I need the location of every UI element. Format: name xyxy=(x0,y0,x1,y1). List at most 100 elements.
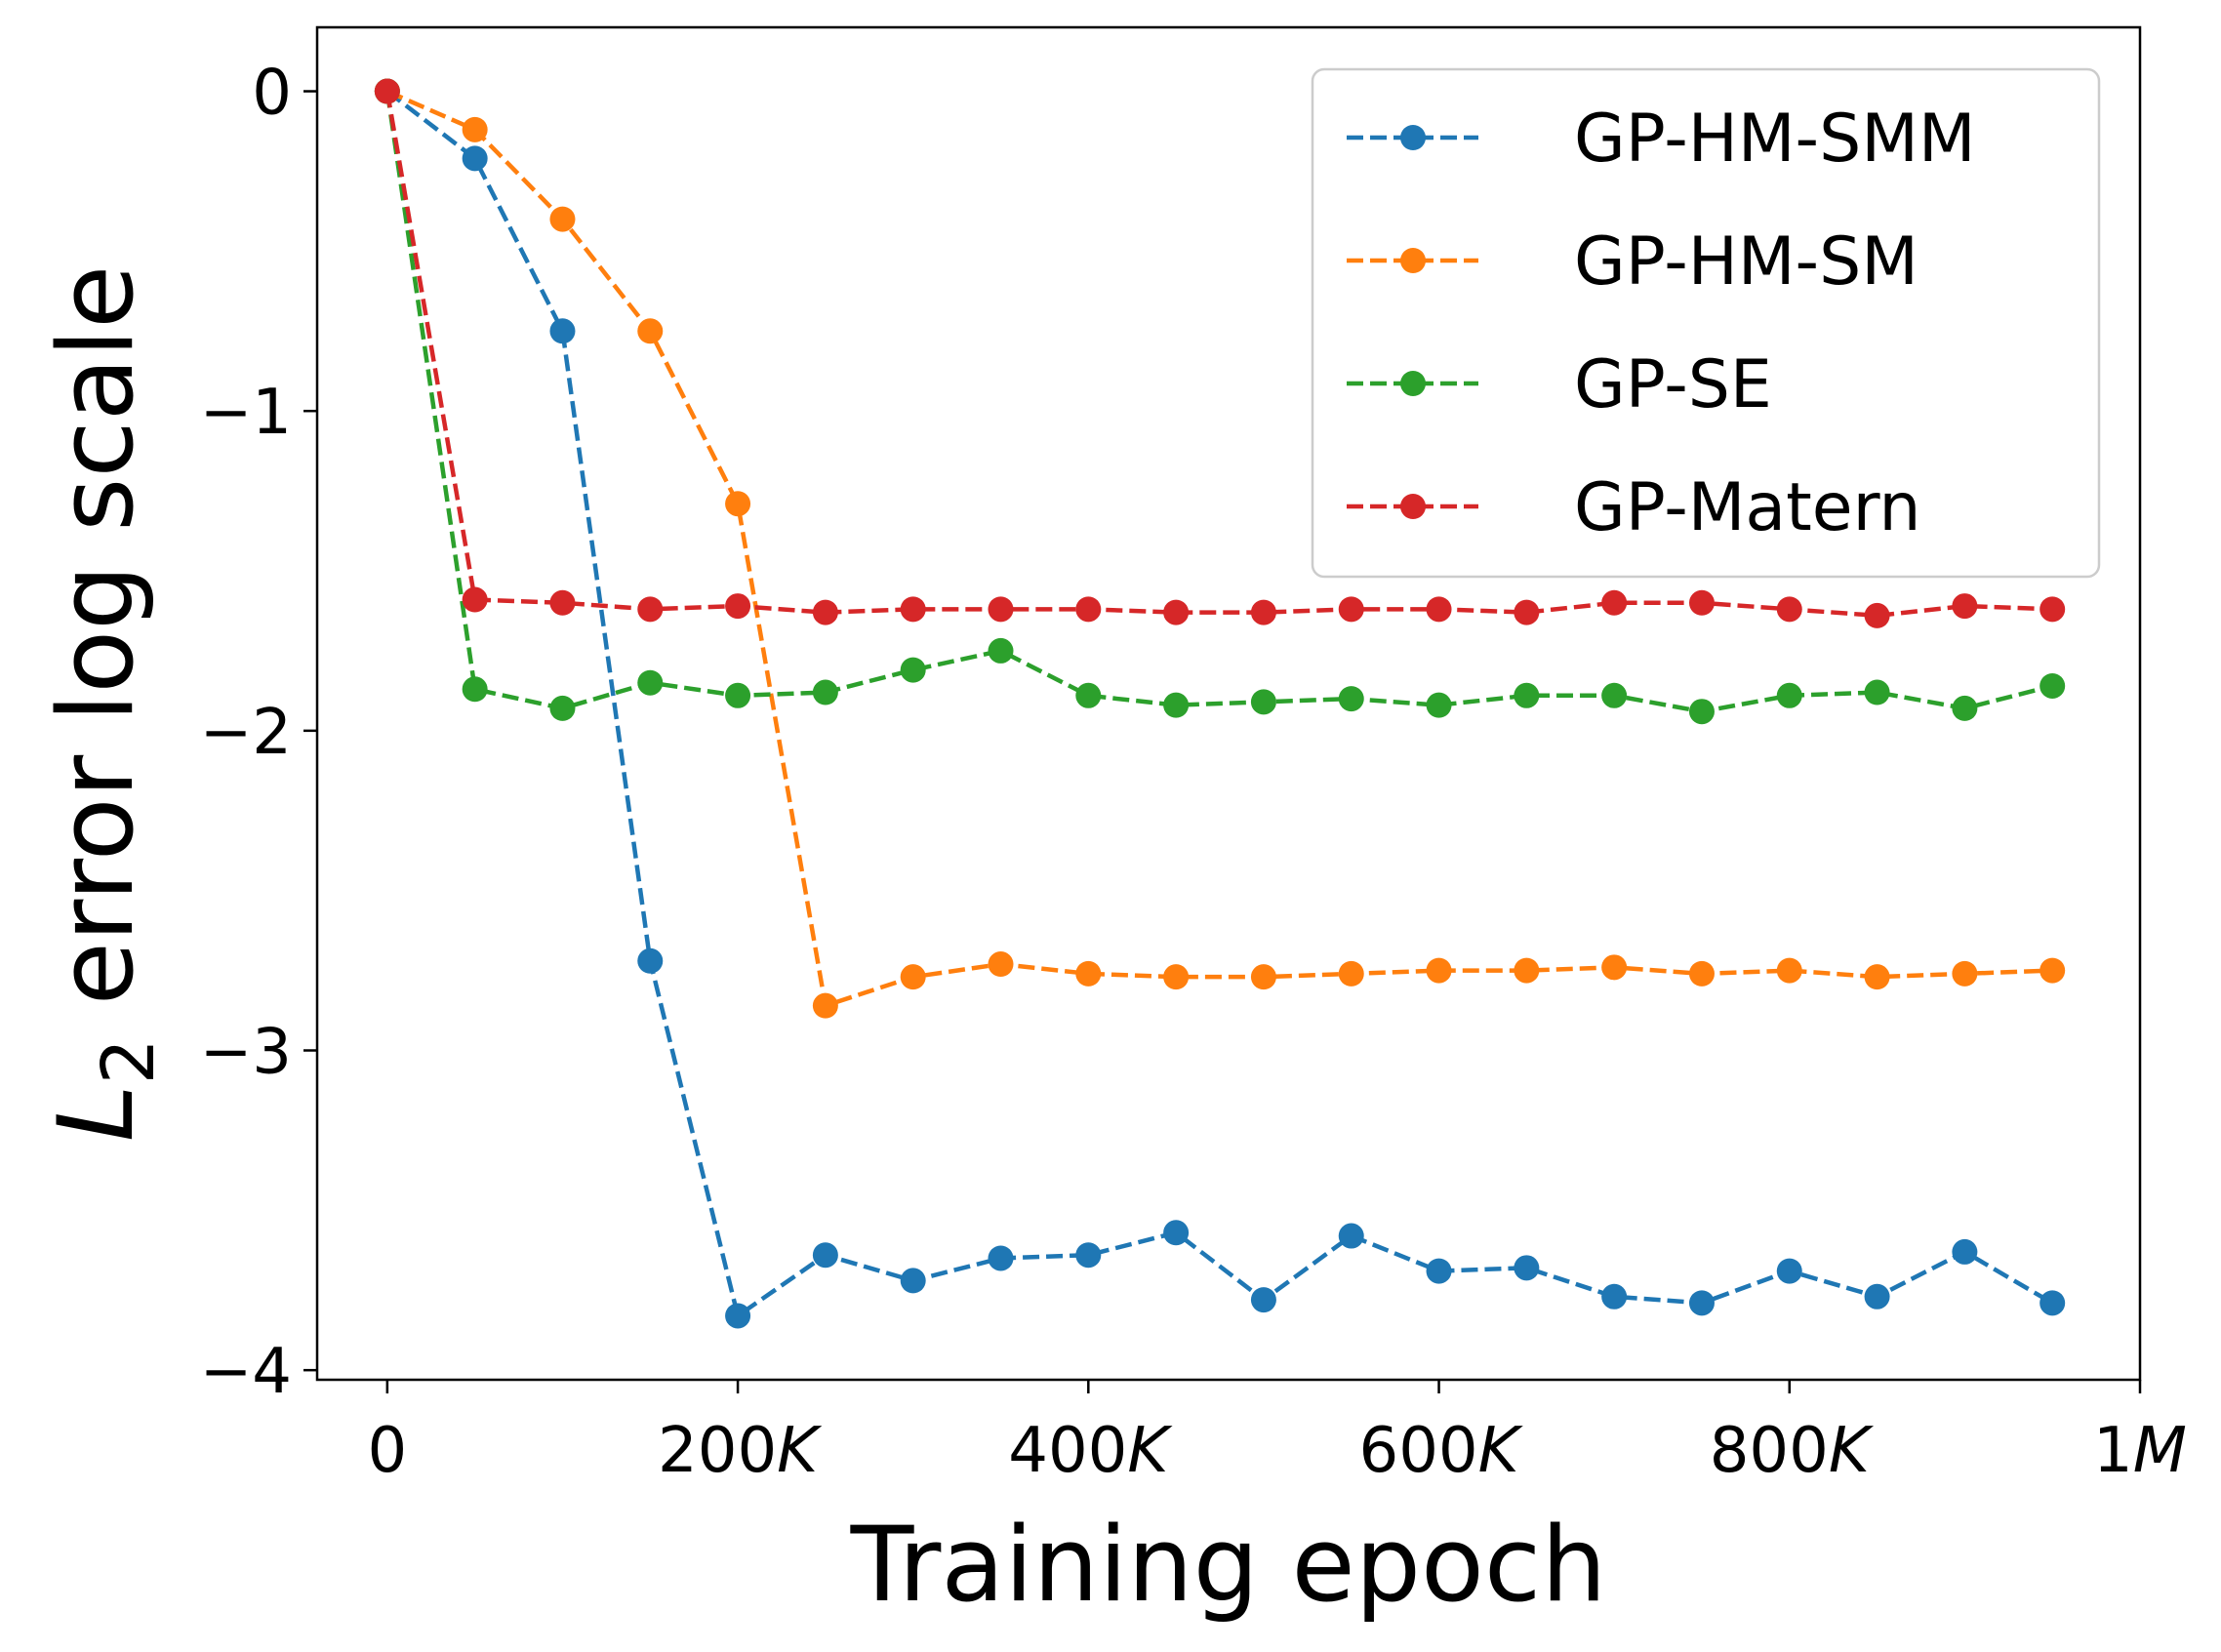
y-axis-title-rest: error log scale xyxy=(36,265,156,1038)
data-point-gp-se xyxy=(1688,699,1715,725)
data-point-gp-hm-smm xyxy=(1688,1290,1715,1316)
data-point-gp-hm-smm xyxy=(1601,1283,1628,1310)
data-point-gp-se xyxy=(900,657,926,683)
data-point-gp-se xyxy=(1426,692,1452,718)
data-point-gp-matern xyxy=(1075,596,1102,623)
x-tick-number: 800 xyxy=(1710,1415,1829,1487)
series-line-gp-hm-sm xyxy=(385,89,2053,1008)
data-point-gp-matern xyxy=(1514,599,1540,625)
data-point-gp-matern xyxy=(988,596,1014,623)
data-point-gp-matern xyxy=(1338,596,1364,623)
data-point-gp-matern xyxy=(812,599,838,625)
x-tick-suffix: M xyxy=(2133,1415,2187,1487)
data-point-gp-se xyxy=(1075,682,1102,708)
legend-marker-swatch xyxy=(1400,125,1426,150)
legend-marker-swatch xyxy=(1400,371,1426,396)
data-point-gp-hm-smm xyxy=(1075,1242,1102,1269)
legend: GP-HM-SMM GP-HM-SM GP-SE GP-Matern xyxy=(1311,67,2101,579)
data-point-gp-se xyxy=(812,679,838,705)
series-gp-matern xyxy=(374,78,2066,628)
data-point-gp-hm-sm xyxy=(1601,954,1628,981)
data-point-gp-hm-sm xyxy=(462,116,488,142)
data-point-gp-hm-sm xyxy=(988,951,1014,978)
data-point-gp-se xyxy=(637,669,664,696)
x-tick-suffix: K xyxy=(1829,1415,1875,1487)
legend-label: GP-SE xyxy=(1574,346,1772,423)
y-axis: 0 −1 −2 −3 −4 xyxy=(200,58,317,1408)
data-point-gp-matern xyxy=(1688,589,1715,616)
series-layer xyxy=(374,78,2066,1329)
data-point-gp-hm-smm xyxy=(1776,1258,1802,1284)
data-point-gp-hm-smm xyxy=(1952,1238,1978,1265)
data-point-gp-se xyxy=(1776,682,1802,708)
legend-marker-swatch xyxy=(1400,494,1426,519)
data-point-gp-matern xyxy=(2039,596,2066,623)
y-tick-label: −1 xyxy=(200,377,292,449)
x-tick-label: 800K xyxy=(1710,1415,1875,1487)
x-tick-suffix: K xyxy=(1127,1415,1173,1487)
data-point-gp-se xyxy=(462,676,488,703)
series-line-gp-se xyxy=(384,91,2053,714)
data-point-gp-se xyxy=(988,637,1014,664)
data-point-gp-matern xyxy=(1864,602,1890,628)
data-point-gp-hm-smm xyxy=(2039,1290,2066,1316)
data-point-gp-hm-sm xyxy=(812,992,838,1019)
data-point-gp-hm-smm xyxy=(1163,1220,1190,1246)
data-point-gp-hm-smm xyxy=(988,1245,1014,1271)
data-point-gp-hm-sm xyxy=(1688,960,1715,987)
series-gp-se xyxy=(374,78,2066,725)
data-point-gp-hm-sm xyxy=(2039,957,2066,984)
data-point-gp-hm-smm xyxy=(462,145,488,172)
data-point-gp-se xyxy=(2039,672,2066,699)
x-axis: 0 200K 400K 600K 800K 1M xyxy=(367,1380,2187,1487)
data-point-gp-hm-sm xyxy=(900,964,926,990)
data-point-gp-hm-sm xyxy=(1426,957,1452,984)
data-point-gp-matern xyxy=(1776,596,1802,623)
data-point-gp-matern xyxy=(725,593,751,620)
data-point-gp-hm-sm xyxy=(1250,964,1276,990)
data-point-gp-se xyxy=(1338,686,1364,712)
plot-frame xyxy=(315,25,2142,1382)
y-axis-title-main: L xyxy=(36,1084,156,1142)
x-tick-label: 0 xyxy=(367,1415,407,1487)
data-point-gp-matern xyxy=(900,596,926,623)
legend-item-gp-hm-sm: GP-HM-SM xyxy=(1347,223,1918,301)
data-point-gp-hm-smm xyxy=(1250,1287,1276,1313)
data-point-gp-se xyxy=(1163,692,1190,718)
data-point-gp-se xyxy=(549,695,576,721)
data-point-gp-matern xyxy=(1601,589,1628,616)
legend-marker-swatch xyxy=(1400,248,1426,273)
y-tick-label: −4 xyxy=(200,1336,292,1408)
y-tick-label: 0 xyxy=(252,58,292,130)
data-point-gp-hm-sm xyxy=(637,318,664,344)
x-tick-label: 200K xyxy=(658,1415,823,1487)
data-point-gp-matern xyxy=(1426,596,1452,623)
data-point-gp-hm-sm xyxy=(1075,960,1102,987)
legend-item-gp-hm-smm: GP-HM-SMM xyxy=(1347,101,1976,178)
data-point-gp-hm-smm xyxy=(900,1268,926,1294)
data-point-gp-hm-smm xyxy=(637,947,664,974)
x-tick-number: 200 xyxy=(658,1415,777,1487)
legend-label: GP-HM-SMM xyxy=(1574,101,1976,178)
data-point-gp-hm-sm xyxy=(1338,960,1364,987)
data-point-gp-matern xyxy=(549,589,576,616)
data-point-gp-hm-sm xyxy=(1864,964,1890,990)
data-point-gp-se xyxy=(1601,682,1628,708)
data-point-gp-hm-sm xyxy=(1952,960,1978,987)
data-point-gp-matern xyxy=(1952,593,1978,620)
data-point-gp-se xyxy=(1250,689,1276,715)
series-line-gp-hm-smm xyxy=(385,89,2054,1318)
x-tick-label: 400K xyxy=(1008,1415,1173,1487)
data-point-gp-matern xyxy=(374,78,400,104)
x-tick-suffix: K xyxy=(777,1415,823,1487)
x-tick-suffix: K xyxy=(1478,1415,1524,1487)
data-point-gp-hm-sm xyxy=(549,206,576,232)
series-line-gp-matern xyxy=(384,91,2053,619)
data-point-gp-matern xyxy=(637,596,664,623)
y-tick-label: −3 xyxy=(200,1017,292,1089)
data-point-gp-hm-smm xyxy=(1338,1223,1364,1249)
data-point-gp-hm-smm xyxy=(1426,1258,1452,1284)
y-tick-label: −2 xyxy=(200,697,292,769)
data-point-gp-hm-sm xyxy=(1163,964,1190,990)
